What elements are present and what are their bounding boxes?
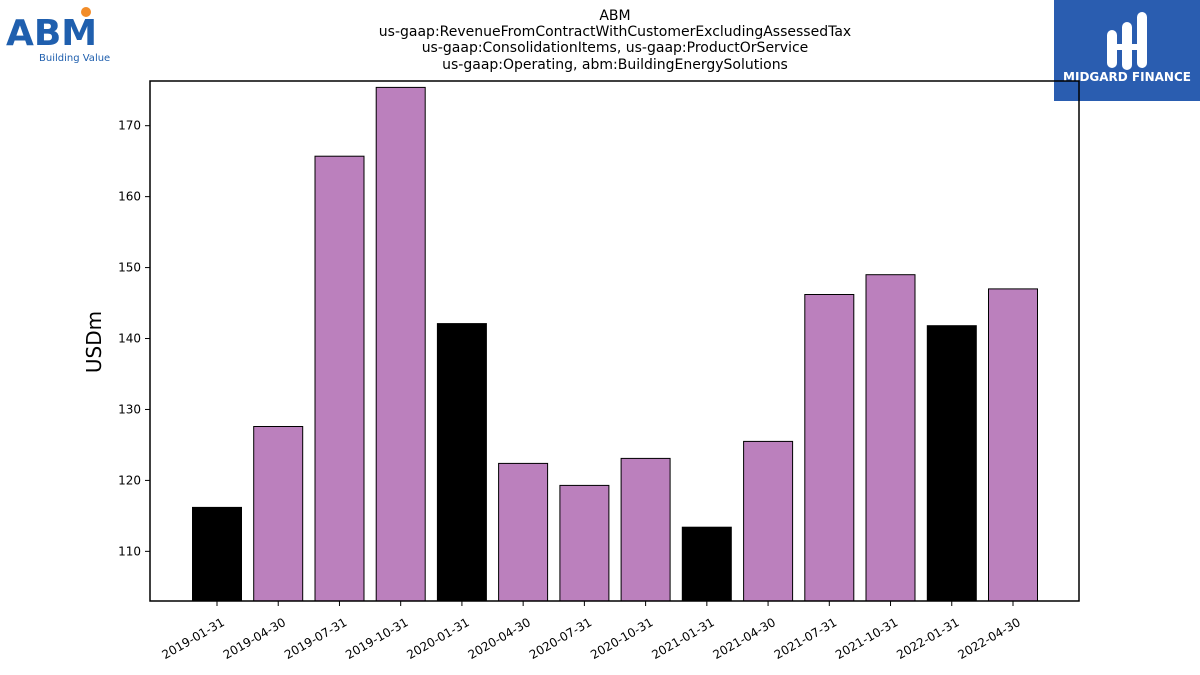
abm-logo-tagline: Building Value	[39, 53, 110, 64]
x-tick-label: 2020-10-31	[588, 615, 655, 662]
bars	[192, 86, 1038, 602]
y-axis: 110 120 130 140 150 160 170	[118, 119, 150, 558]
x-tick-label: 2021-01-31	[649, 615, 716, 662]
midgard-logo: MIDGARD FINANCE	[1054, 0, 1200, 101]
bar-2020-07-31	[559, 484, 610, 602]
x-tick-label: 2020-04-30	[466, 615, 533, 662]
y-tick-label: 110	[118, 544, 141, 558]
y-tick-label: 160	[118, 190, 141, 204]
bar-2019-04-30	[253, 426, 304, 602]
bar-2019-01-31	[192, 506, 242, 602]
bar-2020-04-30	[498, 462, 549, 602]
y-tick-label: 150	[118, 261, 141, 275]
plot-frame	[149, 80, 1080, 602]
x-tick-label: 2019-01-31	[159, 615, 226, 662]
x-tick-label: 2019-04-30	[221, 615, 288, 662]
x-axis: 2019-01-312019-04-302019-07-312019-10-31…	[159, 601, 1023, 662]
bar-2021-10-31	[865, 274, 916, 602]
midgard-logo-text: MIDGARD FINANCE	[1063, 70, 1191, 84]
x-tick-label: 2021-04-30	[711, 615, 778, 662]
abm-logo-wordmark: ABM	[6, 13, 97, 54]
bar-2020-10-31	[620, 457, 671, 602]
bar-2020-01-31	[436, 323, 487, 602]
bar-2021-04-30	[743, 440, 794, 602]
x-tick-label: 2021-07-31	[772, 615, 839, 662]
abm-logo-dot	[81, 7, 91, 17]
bar-2021-07-31	[804, 294, 855, 602]
y-tick-label: 120	[118, 473, 141, 487]
bar-2022-04-30	[988, 288, 1038, 602]
x-tick-label: 2020-07-31	[527, 615, 594, 662]
midgard-logo-mark-icon	[1107, 12, 1147, 70]
chart-title-line-4: us-gaap:Operating, abm:BuildingEnergySol…	[442, 57, 788, 73]
x-tick-label: 2022-04-30	[955, 615, 1022, 662]
y-tick-label: 170	[118, 119, 141, 133]
x-tick-label: 2022-01-31	[894, 615, 961, 662]
y-tick-label: 130	[118, 402, 141, 416]
chart-title: ABM us-gaap:RevenueFromContractWithCusto…	[379, 8, 851, 73]
x-tick-label: 2021-10-31	[833, 615, 900, 662]
y-axis-label: USDm	[82, 311, 106, 373]
bar-2022-01-31	[926, 325, 977, 602]
bar-2021-01-31	[681, 526, 732, 602]
x-tick-label: 2020-01-31	[404, 615, 471, 662]
y-tick-label: 140	[118, 332, 141, 346]
x-tick-label: 2019-07-31	[282, 615, 349, 662]
chart-title-line-3: us-gaap:ConsolidationItems, us-gaap:Prod…	[422, 40, 809, 56]
x-tick-label: 2019-10-31	[343, 615, 410, 662]
chart-title-line-1: ABM	[599, 8, 630, 24]
abm-logo: ABM Building Value	[6, 7, 110, 64]
bar-2019-07-31	[314, 155, 365, 602]
chart-title-line-2: us-gaap:RevenueFromContractWithCustomerE…	[379, 24, 851, 40]
bar-2019-10-31	[375, 86, 426, 602]
